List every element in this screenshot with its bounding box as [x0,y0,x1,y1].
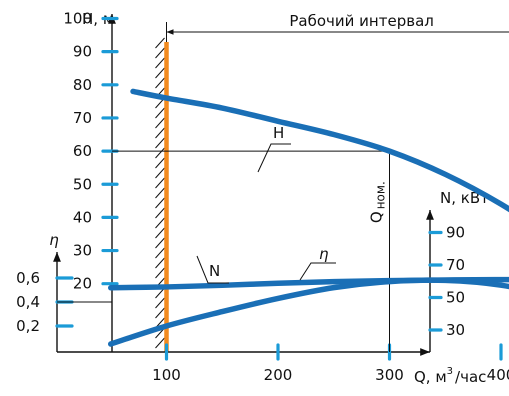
flow-axis-title-sup: 3 [447,366,453,377]
hatch-stroke [155,57,165,69]
flow-axis-ticks: 100200300400500 [152,343,509,384]
hatch-stroke [155,157,165,169]
hatch-stroke [155,257,165,269]
operating-range-label: Рабочий интервал [289,12,433,30]
head-tick-label: 80 [73,76,92,94]
hatch-stroke [155,307,165,319]
hatch-stroke [155,137,165,149]
power-tick-label: 70 [446,256,465,274]
power-curve [108,276,509,291]
hatch-stroke [155,197,165,209]
power-axis-ticks: 30 50 70 90 [428,224,465,339]
hatch-stroke [155,107,165,119]
head-tick-label: 20 [73,275,92,293]
hatch-stroke [155,187,165,199]
efficiency-axis-title: η [49,231,59,249]
head-axis-title: H, м [82,10,114,28]
hatch-stroke [155,247,165,259]
head-curve-label: H [273,124,284,142]
nominal-flow-label: Qном. [368,181,388,223]
hatch-stroke [155,67,165,79]
flow-axis-title: Q, м3/час [414,366,486,386]
hatch-stroke [155,177,165,189]
head-curve-leader [257,143,291,173]
power-tick-label: 30 [446,321,465,339]
head-tick-label: 40 [73,208,92,226]
hatch-stroke [155,117,165,129]
flow-tick-label: 400 [487,366,509,384]
head-curve [130,88,509,213]
head-tick-label: 90 [73,43,92,61]
flow-axis-title-main: Q, м [414,368,447,386]
flow-tick-label: 100 [152,366,181,384]
nominal-flow-label-main: Q [368,211,386,223]
hatch-stroke [155,227,165,239]
hatch-stroke [155,297,165,309]
nominal-head-guide [112,150,390,352]
hatch-stroke [155,77,165,89]
head-tick-label: 50 [73,175,92,193]
efficiency-tick-label: 0,6 [16,269,40,287]
flow-tick-label: 200 [264,366,293,384]
head-axis-ticks: 20 30 40 50 60 70 80 90 100 [63,10,119,293]
hatch-stroke [155,237,165,249]
head-tick-label: 100 [63,10,92,28]
flow-tick-label: 300 [375,366,404,384]
hatch-stroke [155,37,165,49]
hatch-stroke [155,337,165,349]
efficiency-axis-ticks: 0,2 0,4 0,6 [16,269,74,335]
power-curve-leader [196,255,229,284]
hatch-stroke [155,167,165,179]
flow-axis-title-tail: /час [455,368,486,386]
hatch-stroke [155,47,165,59]
efficiency-curve-label: η [319,245,329,263]
head-tick-label: 30 [73,242,92,260]
hatch-stroke [155,207,165,219]
hatch-stroke [155,267,165,279]
efficiency-tick-label: 0,2 [16,317,40,335]
power-tick-label: 90 [446,224,465,242]
efficiency-curve-leader [299,262,336,281]
power-curve-label: N [209,262,220,280]
hatch-stroke [155,147,165,159]
power-tick-label: 50 [446,289,465,307]
nominal-flow-label-sub: ном. [374,181,388,209]
efficiency-tick-label: 0,4 [16,293,40,311]
hatch-stroke [155,217,165,229]
efficiency-curve [108,277,509,347]
head-tick-label: 70 [73,109,92,127]
hatch-stroke [155,127,165,139]
head-tick-label: 60 [73,142,92,160]
